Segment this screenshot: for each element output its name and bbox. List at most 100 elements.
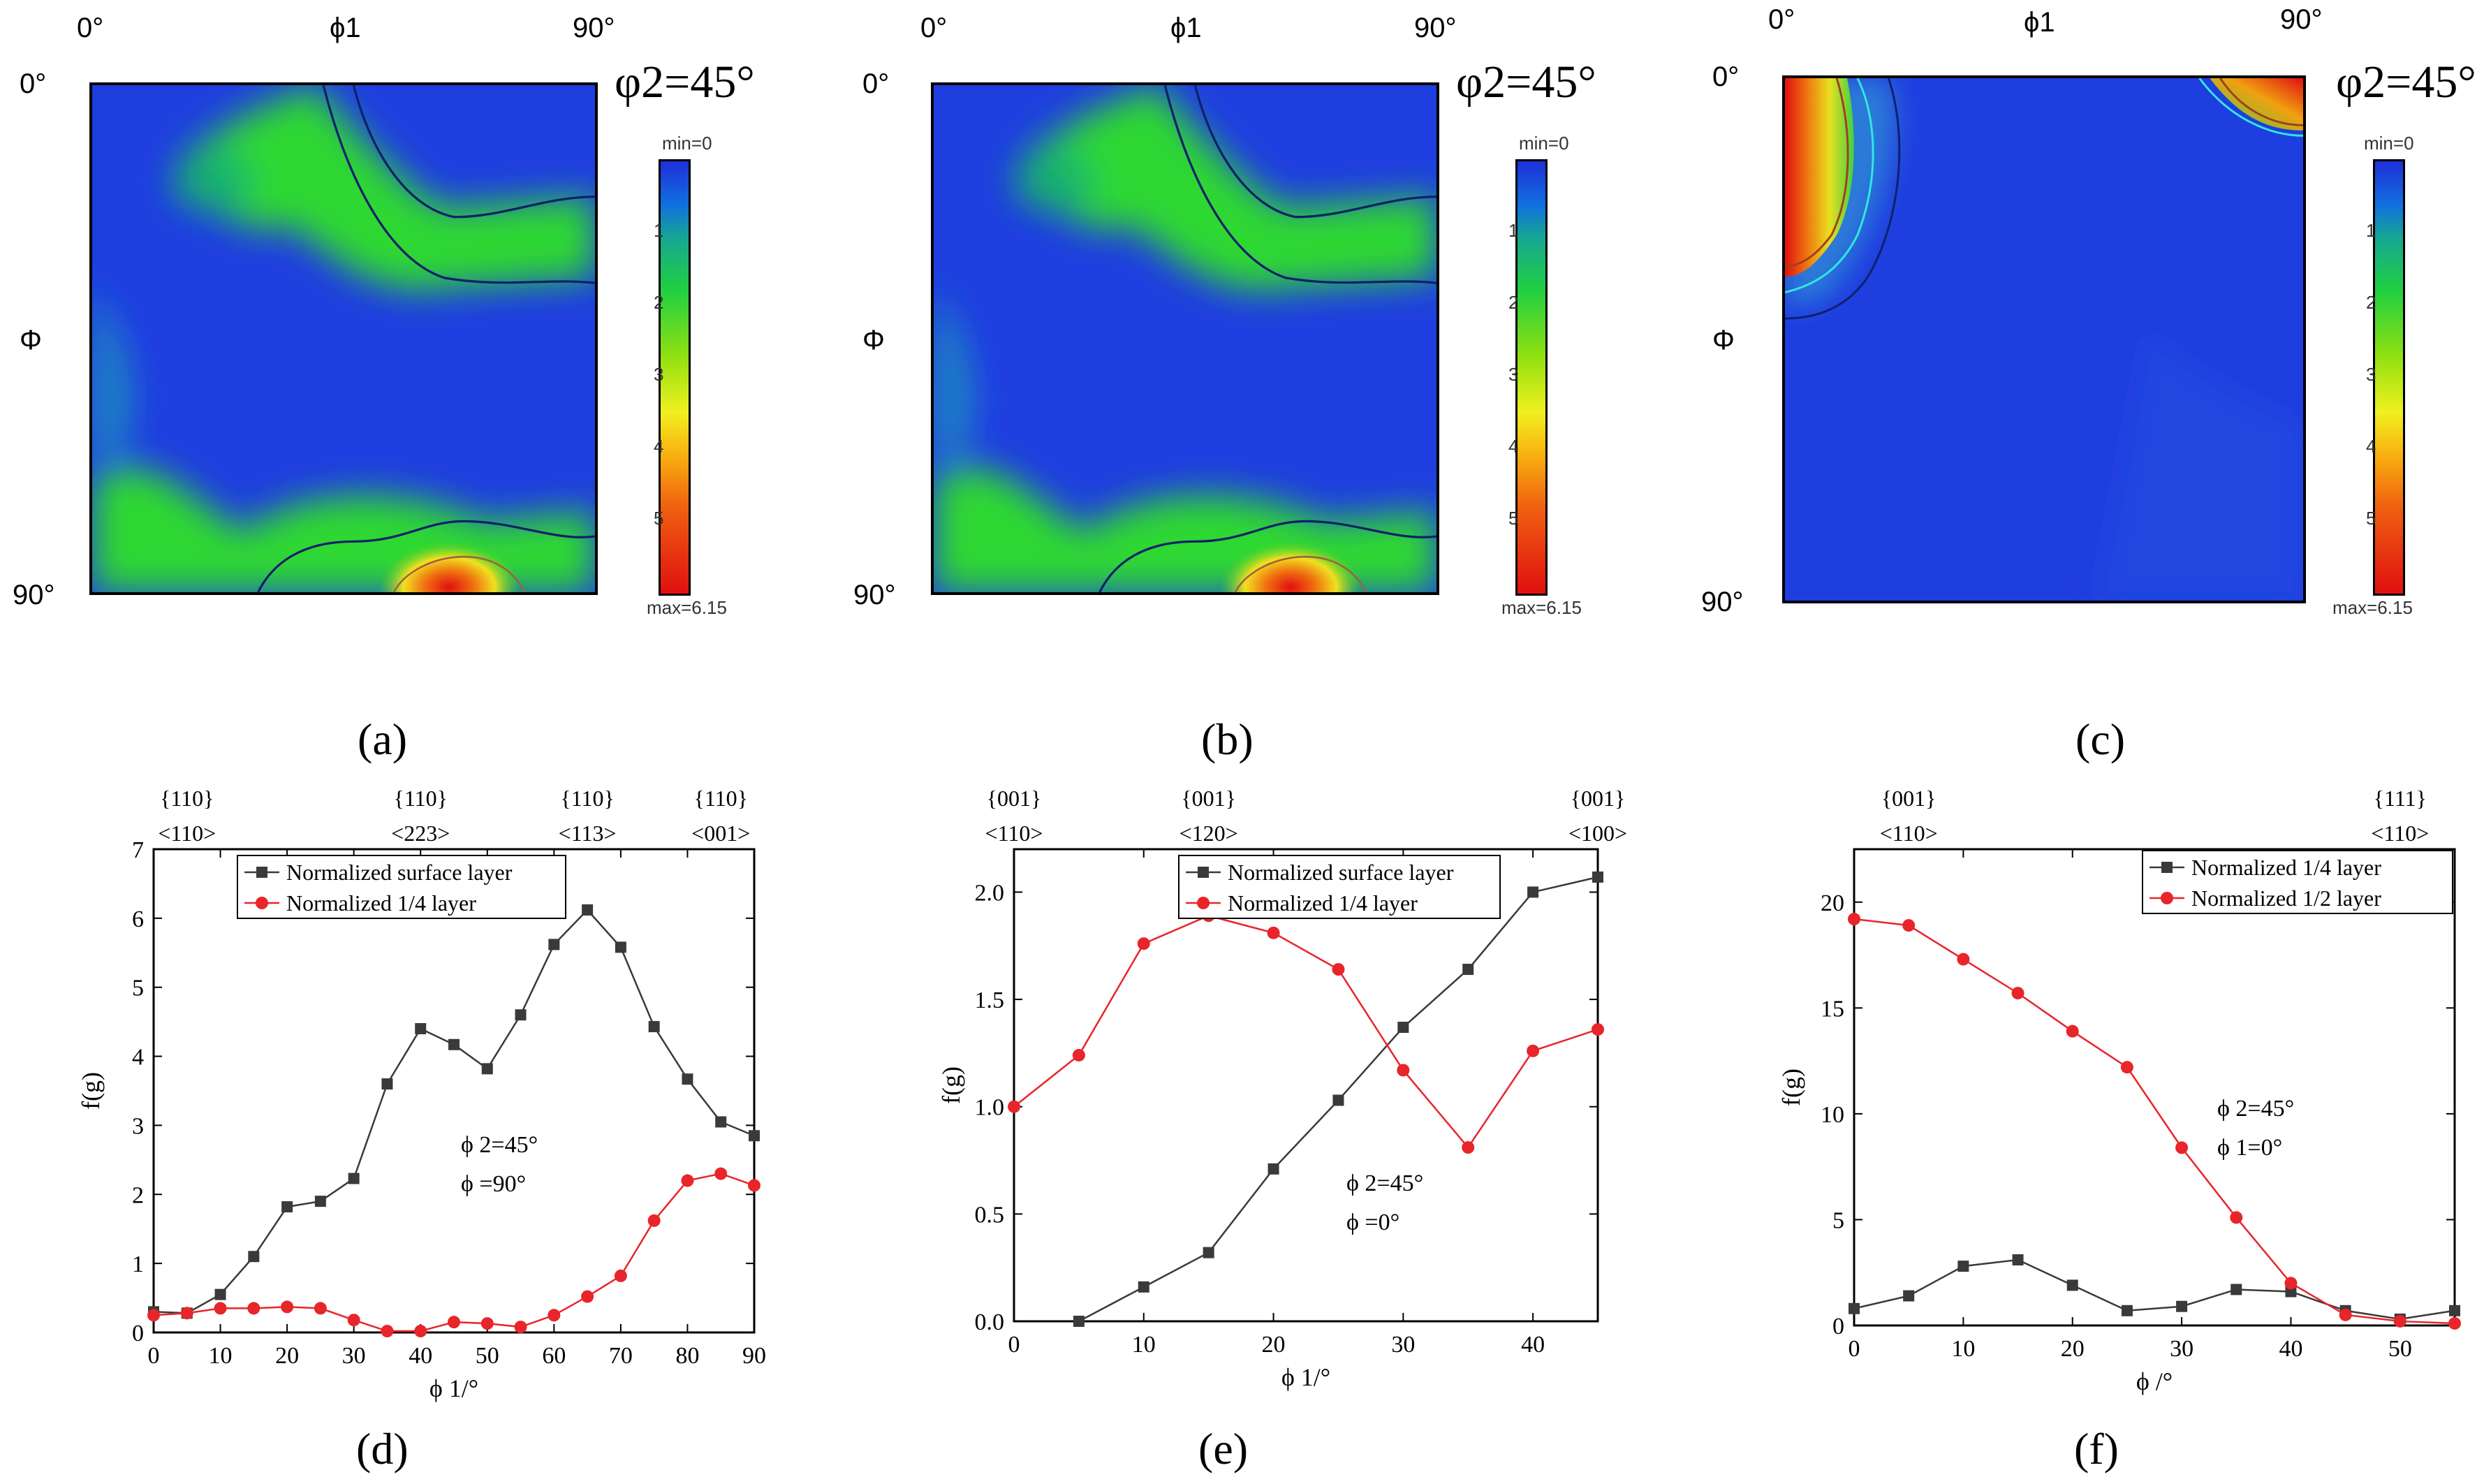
data-point-d-1 — [647, 1214, 661, 1227]
y-tick-label-f: 5 — [1832, 1207, 1844, 1233]
odf-b-Phi-label: Φ — [862, 325, 885, 355]
data-point-d-1 — [281, 1300, 294, 1314]
annotation-plane-e: {001} — [1181, 786, 1236, 811]
data-point-e-0 — [1267, 1163, 1279, 1175]
odf-c-tick: 2 — [2366, 292, 2376, 313]
odf-a-corner-tr: 90° — [573, 13, 615, 43]
x-tick-label-f: 50 — [2388, 1336, 2412, 1362]
odf-c-corner-tl: 0° — [1768, 4, 1795, 35]
annotation-direction-e: <110> — [985, 821, 1043, 846]
data-point-d-1 — [514, 1321, 527, 1334]
data-point-f-0 — [2066, 1279, 2078, 1291]
note-text-f: ϕ 1=0° — [2217, 1135, 2282, 1161]
odf-a-tick: 3 — [654, 364, 664, 385]
x-tick-label-d: 80 — [675, 1343, 699, 1369]
data-point-e-1 — [1592, 1023, 1604, 1036]
data-point-e-1 — [1008, 1100, 1020, 1113]
data-point-legend-d — [256, 867, 267, 878]
legend-box-d — [237, 855, 566, 919]
odf-a-tick: 4 — [654, 436, 664, 457]
data-point-f-1 — [1957, 953, 1970, 966]
odf-b-colorbar — [1515, 159, 1548, 596]
data-point-legend-e — [1198, 867, 1209, 878]
data-point-e-0 — [1462, 964, 1474, 976]
odf-a-corner-tl: 0° — [77, 13, 104, 43]
data-point-f-0 — [1903, 1290, 1915, 1302]
y-tick-label-d: 0 — [132, 1321, 144, 1346]
odf-c-max-label: max=6.15 — [2332, 597, 2413, 618]
panel-label-b: (b) — [1201, 714, 1254, 764]
note-text-f: ϕ 2=45° — [2217, 1096, 2294, 1122]
x-tick-label-d: 30 — [342, 1343, 366, 1369]
data-point-d-1 — [314, 1302, 327, 1315]
data-point-f-1 — [2284, 1277, 2298, 1290]
data-point-f-1 — [2230, 1211, 2243, 1224]
data-point-e-1 — [1527, 1044, 1540, 1057]
odf-c-colorbar — [2373, 159, 2405, 596]
note-text-d: ϕ =90° — [461, 1171, 526, 1197]
data-point-f-1 — [1902, 919, 1916, 932]
y-tick-label-d: 2 — [132, 1182, 144, 1208]
legend-label-d: Normalized surface layer — [286, 860, 513, 885]
odf-c-Phi-label: Φ — [1712, 325, 1735, 355]
panel-label-a: (a) — [358, 714, 408, 764]
y-axis-label-f: f(g) — [1777, 1068, 1805, 1106]
x-axis-label-d: ϕ 1/° — [429, 1374, 478, 1402]
y-tick-label-d: 4 — [132, 1045, 144, 1071]
x-tick-label-f: 40 — [2279, 1336, 2302, 1362]
x-tick-label-d: 90 — [742, 1343, 766, 1369]
data-point-d-0 — [281, 1201, 293, 1213]
annotation-direction-d: <001> — [691, 821, 750, 846]
odf-a-tick: 1 — [654, 220, 664, 241]
y-tick-label-f: 0 — [1832, 1314, 1844, 1339]
data-point-d-1 — [147, 1309, 160, 1322]
x-tick-label-f: 20 — [2061, 1336, 2085, 1362]
y-tick-label-f: 20 — [1821, 890, 1844, 916]
data-point-d-1 — [748, 1179, 760, 1192]
data-point-f-0 — [2285, 1286, 2297, 1298]
data-point-d-0 — [214, 1288, 226, 1300]
x-tick-label-e: 40 — [1521, 1332, 1545, 1358]
data-point-d-1 — [581, 1290, 594, 1303]
y-tick-label-d: 1 — [132, 1251, 144, 1277]
odf-b-tick: 2 — [1508, 292, 1519, 313]
annotation-plane-d: {110} — [160, 786, 214, 811]
note-text-e: ϕ =0° — [1346, 1210, 1399, 1235]
data-point-f-0 — [1957, 1261, 1969, 1272]
panel-label-e: (e) — [1198, 1424, 1249, 1474]
odf-b-tick: 3 — [1508, 364, 1519, 385]
x-tick-label-f: 10 — [1951, 1336, 1975, 1362]
odf-b-phi-bottom: 90° — [853, 580, 896, 610]
data-point-d-0 — [348, 1173, 360, 1184]
y-tick-label-f: 10 — [1821, 1102, 1844, 1128]
odf-b-tick: 5 — [1508, 508, 1519, 529]
y-tick-label-e: 1.0 — [975, 1095, 1005, 1121]
annotation-direction-e: <100> — [1568, 821, 1627, 846]
data-point-f-0 — [2231, 1284, 2242, 1295]
data-point-d-0 — [615, 941, 626, 953]
odf-b-tick: 4 — [1508, 436, 1519, 457]
odf-b-phi-top: 0° — [862, 68, 890, 99]
x-tick-label-d: 60 — [542, 1343, 566, 1369]
legend-box-f — [2142, 850, 2453, 914]
data-point-e-1 — [1137, 937, 1150, 950]
data-point-d-0 — [682, 1073, 693, 1085]
series-line-f-1 — [1853, 918, 2455, 1325]
data-point-legend-d — [256, 897, 268, 909]
odf-c-phi1-label: ϕ1 — [2024, 7, 2055, 38]
x-tick-label-e: 0 — [1008, 1332, 1020, 1358]
odf-c-tick: 5 — [2366, 508, 2376, 529]
odf-a-phi2-label: φ2=45° — [615, 57, 755, 108]
data-point-d-0 — [749, 1130, 760, 1142]
annotation-direction-d: <110> — [158, 821, 216, 846]
data-point-e-1 — [1462, 1141, 1475, 1154]
legend-label-e: Normalized 1/4 layer — [1228, 890, 1418, 916]
odf-c-tick: 4 — [2366, 436, 2376, 457]
y-tick-label-e: 0.5 — [975, 1202, 1005, 1228]
legend-box-e — [1178, 855, 1501, 919]
data-point-d-0 — [415, 1023, 427, 1035]
x-tick-label-d: 20 — [275, 1343, 299, 1369]
odf-b-phi2-label: φ2=45° — [1456, 57, 1596, 108]
y-axis-label-d: f(g) — [77, 1072, 105, 1110]
plot-frame-d — [152, 848, 756, 1334]
